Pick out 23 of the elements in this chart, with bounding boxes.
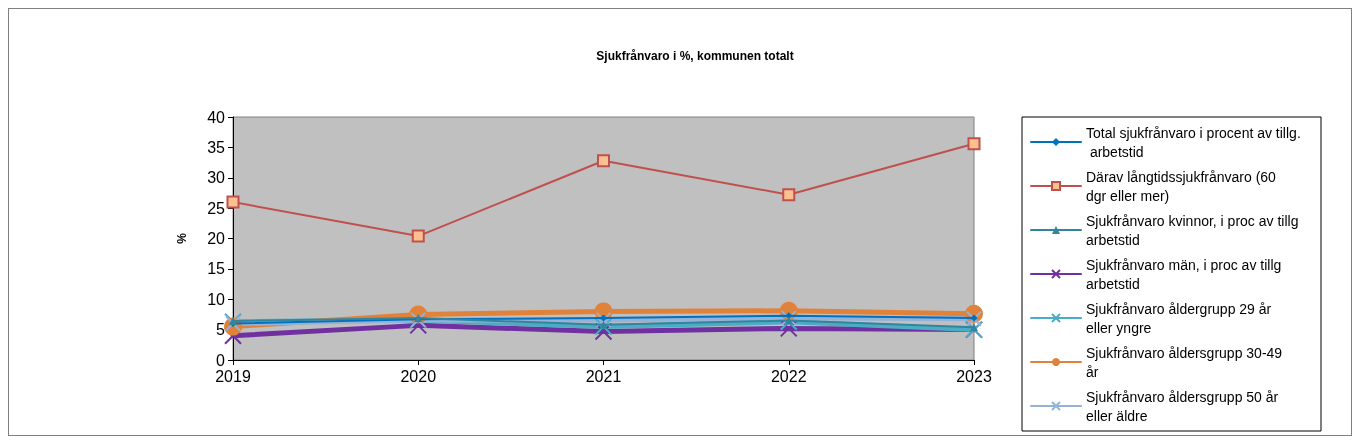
legend-label: Total sjukfrånvaro i procent av tillg. arbetstid	[1086, 124, 1301, 160]
y-tick-label: 35	[207, 138, 226, 156]
x-tick-label: 2019	[215, 367, 251, 385]
y-tick-label: 5	[216, 321, 226, 339]
chart-title: Sjukfrånvaro i %, kommunen totalt	[596, 49, 794, 63]
y-tick-label: 25	[207, 199, 226, 217]
y-tick-label: 40	[207, 108, 226, 126]
x-tick-label: 2020	[400, 367, 437, 385]
x-tick-label: 2023	[956, 367, 992, 385]
x-tick-label: 2022	[770, 367, 807, 385]
legend-label: Sjukfrånvaro kvinnor, i proc av tillg arbetstid	[1086, 212, 1303, 248]
x-tick-label: 2021	[585, 367, 622, 385]
y-tick-label: 30	[207, 169, 226, 187]
legend-label: Sjukfrånvaro män, i proc av tillg arbetstid	[1086, 256, 1286, 292]
y-tick-label: 20	[207, 230, 226, 247]
legend-label: Sjukfrånvaro åldergrupp 29 år eller yngre	[1086, 300, 1276, 336]
legend-label: Sjukfrånvaro åldersgrupp 50 år eller äldre	[1086, 388, 1283, 424]
y-tick-label: 10	[207, 290, 226, 308]
y-axis-title: %	[175, 232, 189, 244]
legend-label: Därav långtidssjukfrånvaro (60 dgr eller mer)	[1086, 168, 1280, 204]
legend-label: Sjukfrånvaro åldersgrupp 30-49 år	[1086, 344, 1287, 380]
y-tick-label: 15	[207, 260, 226, 278]
y-tick-label: 0	[216, 351, 226, 369]
